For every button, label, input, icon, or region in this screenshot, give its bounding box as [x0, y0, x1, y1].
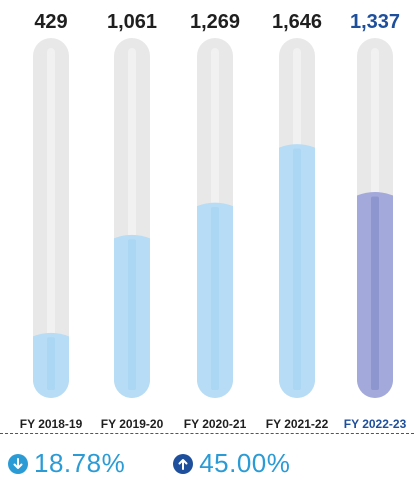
category-label: FY 2021-22	[266, 417, 329, 431]
tube-fill-stripe	[47, 337, 55, 390]
tube-fill-stripe	[293, 148, 301, 390]
tube-fill-stripe	[211, 207, 219, 390]
value-label: 429	[34, 11, 67, 33]
value-label: 1,269	[190, 11, 240, 33]
tube-fill-stripe	[371, 196, 379, 390]
divider-line	[0, 433, 414, 434]
value-label: 1,337	[350, 11, 400, 33]
arrow-down-circle-icon	[8, 453, 28, 474]
category-label: FY 2019-20	[101, 417, 164, 431]
tube-fill-stripe	[128, 239, 136, 390]
tube-shine	[47, 48, 55, 388]
stat-increase: 45.00%	[173, 448, 290, 479]
stat-decrease-value: 18.78%	[34, 448, 126, 478]
stat-decrease: 18.78%	[8, 448, 125, 479]
category-label: FY 2018-19	[20, 417, 83, 431]
value-label: 1,646	[272, 11, 322, 33]
value-label: 1,061	[107, 11, 157, 33]
category-label: FY 2020-21	[184, 417, 247, 431]
stat-increase-value: 45.00%	[199, 448, 291, 478]
category-label: FY 2022-23	[344, 417, 407, 431]
arrow-up-circle-icon	[173, 453, 194, 474]
tube-bar-chart: 429 FY 2018-19 1,061 FY 2019-20 1,269 FY 2020…	[20, 11, 407, 431]
summary-stats: 18.78% 45.00%	[8, 448, 290, 479]
